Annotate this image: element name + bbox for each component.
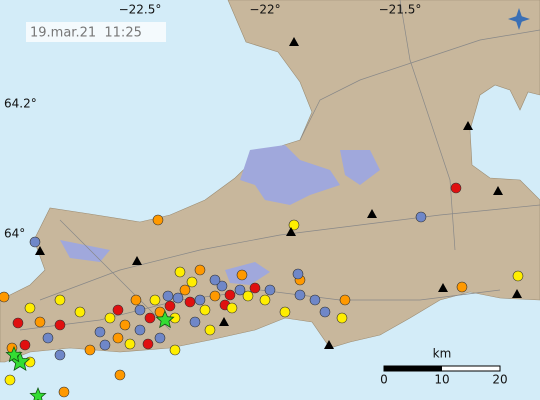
- earthquake-dot: [184, 296, 196, 308]
- large-quake-star: [155, 309, 175, 329]
- earthquake-dot: [234, 284, 246, 296]
- earthquake-dot: [99, 339, 111, 351]
- longitude-label: −22.5°: [119, 3, 162, 17]
- earthquake-dot: [142, 338, 154, 350]
- earthquake-dot: [144, 312, 156, 324]
- volcano-marker: [286, 227, 296, 236]
- latitude-label: 64°: [4, 227, 25, 241]
- earthquake-dot: [54, 294, 66, 306]
- lake: [225, 262, 270, 285]
- earthquake-dot: [216, 280, 228, 292]
- scale-bar-segment: [384, 366, 442, 371]
- earthquake-dot: [154, 332, 166, 344]
- earthquake-dot: [336, 312, 348, 324]
- earthquake-dot: [114, 369, 126, 381]
- volcano-marker: [493, 186, 503, 195]
- earthquake-dot: [149, 294, 161, 306]
- earthquake-dot: [264, 284, 276, 296]
- earthquake-dot: [104, 312, 116, 324]
- earthquake-dot: [174, 266, 186, 278]
- earthquake-dot: [292, 268, 304, 280]
- earthquake-dot: [179, 284, 191, 296]
- earthquake-dot: [112, 304, 124, 316]
- longitude-label: −22°: [249, 3, 280, 17]
- earthquake-dot: [134, 324, 146, 336]
- longitude-label: −21.5°: [379, 3, 422, 17]
- earthquake-dot: [124, 338, 136, 350]
- volcano-marker: [35, 246, 45, 255]
- timestamp: 19.mar.21 11:25: [30, 26, 142, 41]
- earthquake-dot: [12, 317, 24, 329]
- earthquake-dot: [415, 211, 427, 223]
- earthquake-dot: [224, 289, 236, 301]
- volcano-marker: [219, 317, 229, 326]
- earthquake-dot: [450, 182, 462, 194]
- latitude-label: 64.2°: [4, 97, 37, 111]
- lake: [60, 240, 110, 262]
- earthquake-dot: [112, 332, 124, 344]
- earthquake-dot: [309, 294, 321, 306]
- earthquake-dot: [0, 291, 10, 303]
- earthquake-dot: [512, 270, 524, 282]
- earthquake-dot: [172, 292, 184, 304]
- earthquakes: [0, 37, 524, 400]
- earthquake-dot: [74, 306, 86, 318]
- earthquake-dot: [194, 264, 206, 276]
- earthquake-dot: [84, 344, 96, 356]
- earthquake-dot: [19, 339, 31, 351]
- earthquake-dot: [58, 386, 70, 398]
- earthquake-dot: [186, 276, 198, 288]
- timestamp-box: [26, 22, 166, 42]
- earthquake-dot: [456, 281, 468, 293]
- earthquake-dot: [119, 319, 131, 331]
- earthquake-dot: [199, 304, 211, 316]
- volcano-marker: [132, 256, 142, 265]
- earthquake-dot: [209, 274, 221, 286]
- earthquake-dot: [164, 300, 176, 312]
- earthquake-dot: [162, 290, 174, 302]
- large-quake-star: [5, 345, 23, 363]
- earthquake-dot: [236, 269, 248, 281]
- earthquake-dot: [4, 374, 16, 386]
- earthquake-dot: [242, 290, 254, 302]
- earthquake-dot: [279, 306, 291, 318]
- earthquake-dot: [288, 219, 300, 231]
- volcano-marker: [324, 340, 334, 349]
- earthquake-dot: [209, 290, 221, 302]
- roads: [19, 0, 540, 331]
- earthquake-dot: [24, 302, 36, 314]
- earthquake-dot: [169, 344, 181, 356]
- volcano-marker: [512, 289, 522, 298]
- compass: [508, 8, 530, 30]
- volcano-marker: [438, 283, 448, 292]
- earthquake-dot: [130, 294, 142, 306]
- earthquake-dot: [54, 349, 66, 361]
- earthquake-dot: [94, 326, 106, 338]
- earthquake-dot: [226, 302, 238, 314]
- earthquake-dot: [54, 319, 66, 331]
- volcano-marker: [463, 121, 473, 130]
- earthquake-dot: [29, 236, 41, 248]
- earthquake-dot: [194, 294, 206, 306]
- earthquake-dot: [134, 304, 146, 316]
- earthquake-dot: [152, 214, 164, 226]
- earthquake-dot: [189, 316, 201, 328]
- earthquake-dot: [294, 289, 306, 301]
- scale-tick: 20: [492, 373, 507, 387]
- earthquake-dot: [319, 306, 331, 318]
- volcano-marker: [289, 37, 299, 46]
- volcano-marker: [367, 209, 377, 218]
- earthquake-dot: [42, 332, 54, 344]
- earthquake-dot: [34, 316, 46, 328]
- lake: [340, 150, 380, 185]
- scale-tick: 10: [434, 373, 449, 387]
- earthquake-dot: [259, 294, 271, 306]
- lake: [240, 145, 340, 205]
- earthquake-dot: [339, 294, 351, 306]
- earthquake-dot: [249, 282, 261, 294]
- scale-tick: 0: [380, 373, 388, 387]
- earthquake-dot: [204, 324, 216, 336]
- scale-unit: km: [433, 347, 452, 361]
